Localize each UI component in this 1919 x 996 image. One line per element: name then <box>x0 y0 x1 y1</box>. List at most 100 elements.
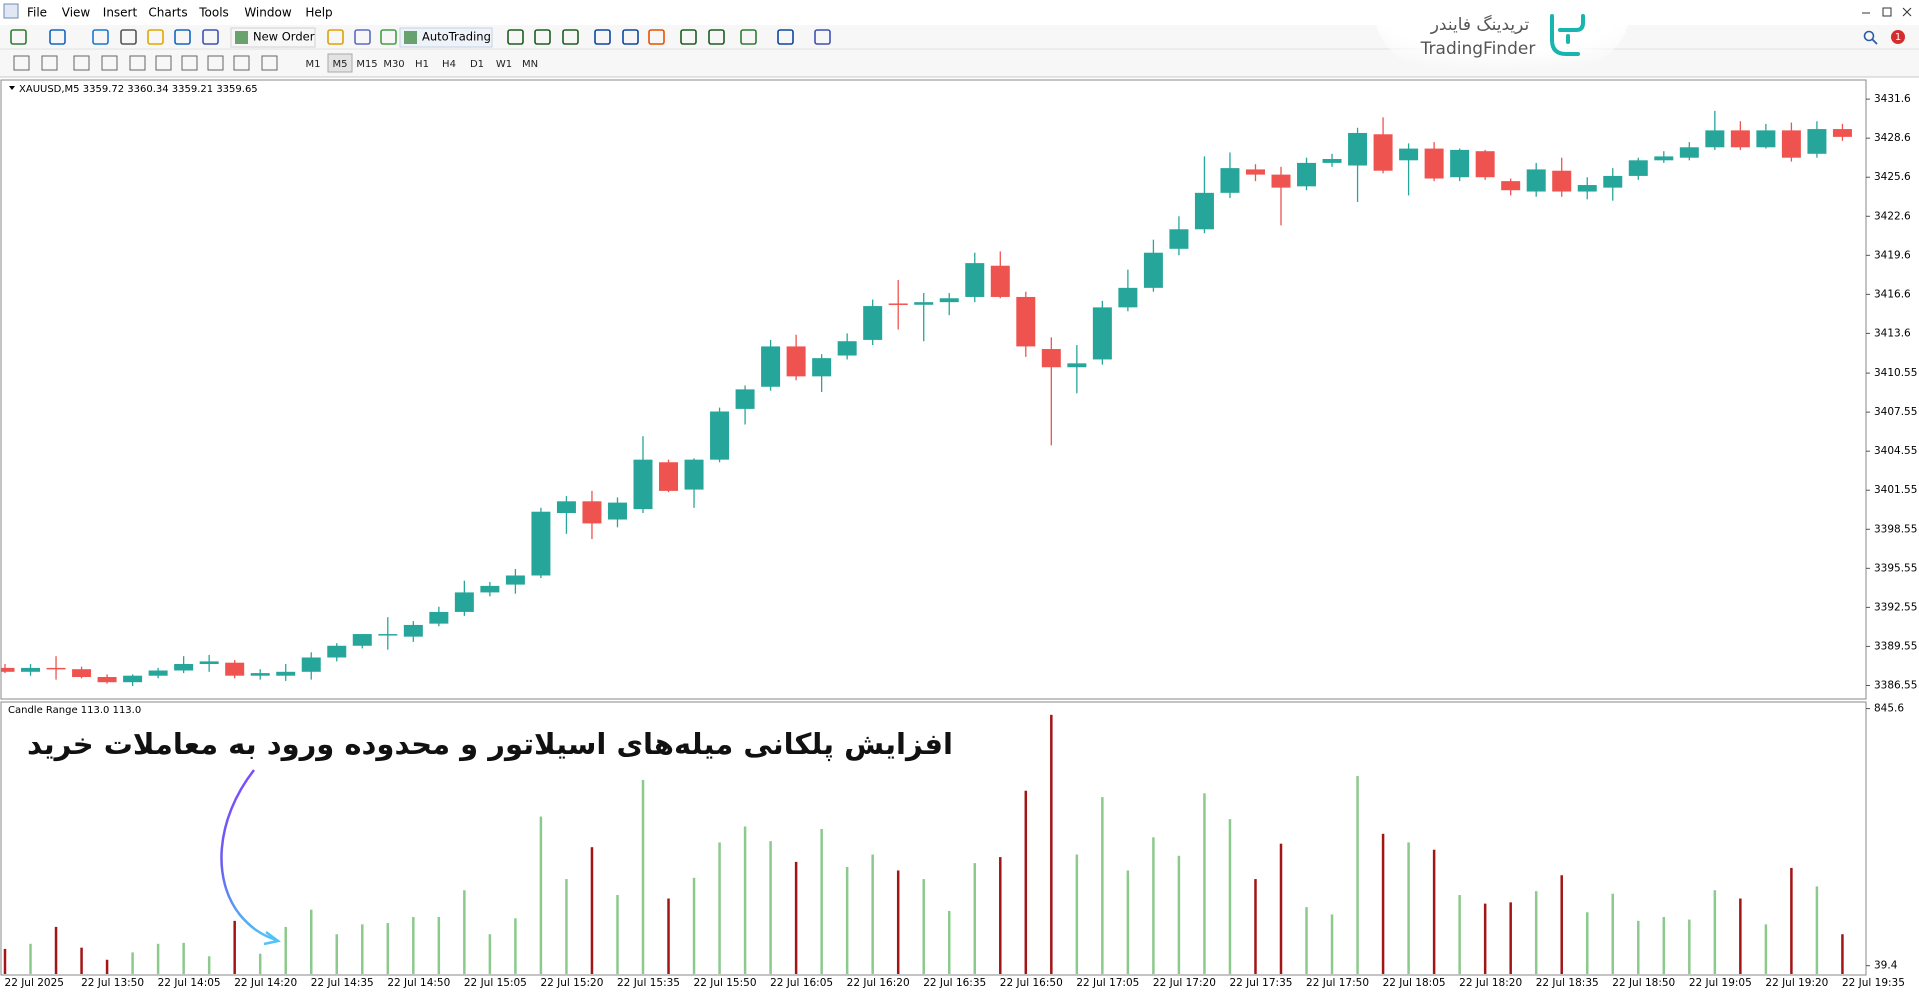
toolbar-button[interactable] <box>814 29 831 45</box>
x-tick-label: 22 Jul 15:20 <box>540 977 603 989</box>
tool-button[interactable] <box>155 55 172 71</box>
timeframe-button[interactable]: H1 <box>415 59 429 70</box>
candle-body <box>786 346 806 377</box>
search-icon <box>1871 38 1878 45</box>
toolbar-button[interactable] <box>380 29 397 45</box>
x-tick-label: 22 Jul 17:50 <box>1306 977 1369 989</box>
toolbar-button[interactable] <box>648 29 665 45</box>
toolbar-button[interactable] <box>594 29 611 45</box>
timeframe-button[interactable]: M30 <box>383 59 404 70</box>
toolbar-button[interactable] <box>708 29 725 45</box>
tool-button[interactable] <box>181 55 198 71</box>
tool-button[interactable] <box>73 55 90 71</box>
tool-button[interactable] <box>41 55 58 71</box>
search-icon[interactable] <box>1863 30 1875 42</box>
range-bar <box>182 942 185 974</box>
toolbar-button[interactable] <box>230 27 316 48</box>
timeframe-button[interactable]: MN <box>522 59 538 70</box>
toolbar-button[interactable] <box>354 29 371 45</box>
toolbar-button[interactable] <box>680 29 697 45</box>
toolbar-button[interactable] <box>507 29 524 45</box>
toolbar-button[interactable] <box>147 29 164 45</box>
candle-body <box>276 671 296 676</box>
range-bar <box>1279 843 1283 974</box>
range-bar <box>1458 895 1461 974</box>
timeframe-button[interactable]: H4 <box>442 59 456 70</box>
candle-body <box>1577 185 1597 192</box>
timeframe-button[interactable]: D1 <box>470 59 484 70</box>
menu-item[interactable]: File <box>27 6 47 20</box>
annotation-arrow <box>220 769 277 942</box>
candle-body <box>1118 287 1138 308</box>
range-bar <box>1381 833 1385 974</box>
toolbar-button[interactable] <box>49 29 66 45</box>
toolbar-button[interactable] <box>10 29 27 45</box>
timeframe-button[interactable]: M1 <box>306 59 321 70</box>
toolbar-button[interactable] <box>622 29 639 45</box>
range-bar <box>1075 854 1079 974</box>
candle-body <box>1654 156 1674 161</box>
range-bar <box>999 857 1002 974</box>
y-tick-label: 3416.6 <box>1874 288 1911 300</box>
x-tick-label: 22 Jul 17:20 <box>1153 977 1216 989</box>
range-bar <box>463 890 466 974</box>
tool-button[interactable] <box>129 55 146 71</box>
tool-button[interactable] <box>261 55 278 71</box>
logo-native: تریدینگ فایندر <box>1430 14 1530 35</box>
menu-item[interactable]: View <box>62 6 91 20</box>
candle-body <box>1 667 15 672</box>
candle-body <box>607 502 627 520</box>
x-tick-label: 22 Jul 15:50 <box>694 977 757 989</box>
tool-button[interactable] <box>233 55 250 71</box>
restore-button[interactable] <box>1882 7 1892 17</box>
range-bar <box>131 952 134 974</box>
x-tick-label: 22 Jul 17:05 <box>1076 977 1139 989</box>
tool-button[interactable] <box>207 55 224 71</box>
toolbar-button[interactable] <box>740 29 757 45</box>
toolbar-button[interactable] <box>202 29 219 45</box>
timeframe-button[interactable]: W1 <box>496 59 512 70</box>
candle-body <box>1679 147 1699 158</box>
range-bar <box>233 920 236 974</box>
y-tick-label: 3392.55 <box>1874 601 1917 613</box>
candle-body <box>1628 160 1648 176</box>
close-button[interactable] <box>1902 7 1912 17</box>
x-tick-label: 22 Jul 15:05 <box>464 977 527 989</box>
candle-body <box>1194 192 1214 230</box>
toolbar-button[interactable] <box>174 29 191 45</box>
chart-title: XAUUSD,M5 3359.72 3360.34 3359.21 3359.6… <box>19 84 258 95</box>
range-bar <box>335 934 339 974</box>
menu-item[interactable]: Tools <box>198 6 229 20</box>
toolbar-button[interactable] <box>120 29 137 45</box>
candle-body <box>327 645 347 658</box>
toolbar-button[interactable] <box>562 29 579 45</box>
candle-body <box>1756 130 1776 148</box>
timeframe-button[interactable]: M5 <box>333 59 348 70</box>
y-tick-label: 845.6 <box>1874 703 1904 715</box>
candle-body <box>659 462 679 491</box>
toolbar-button[interactable] <box>399 27 493 48</box>
candle-body <box>1475 151 1495 178</box>
menu-item[interactable]: Charts <box>148 6 187 20</box>
range-bar <box>565 879 568 974</box>
tool-button[interactable] <box>13 55 30 71</box>
timeframe-button[interactable]: M15 <box>356 59 377 70</box>
candle-body <box>225 662 245 676</box>
tool-button[interactable] <box>101 55 118 71</box>
range-bar <box>539 816 543 974</box>
range-bar <box>1560 875 1563 974</box>
candle-body <box>1424 148 1444 179</box>
toolbar-button[interactable] <box>777 29 794 45</box>
annotation: افزایش پلکانی میله‌های اسیلاتور و محدوده… <box>27 727 953 762</box>
toolbar-button[interactable] <box>534 29 551 45</box>
notification-badge[interactable] <box>1891 30 1905 44</box>
menu-item[interactable]: Insert <box>103 6 138 20</box>
x-tick-label: 22 Jul 16:05 <box>770 977 833 989</box>
toolbar-button[interactable] <box>327 29 344 45</box>
toolbar-button[interactable] <box>92 29 109 45</box>
menu-item[interactable]: Help <box>305 6 332 20</box>
candle-body <box>378 634 398 636</box>
menu-item[interactable]: Window <box>244 6 292 20</box>
range-bar <box>1330 914 1334 974</box>
